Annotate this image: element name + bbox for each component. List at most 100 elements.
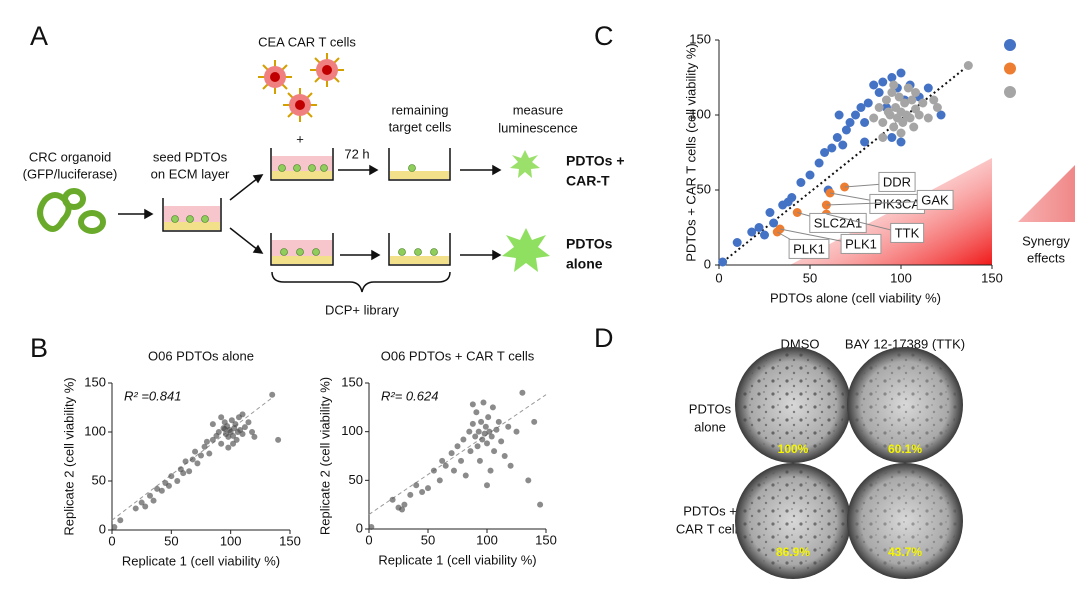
- point: [442, 462, 449, 469]
- point: [472, 433, 479, 440]
- label-box: [878, 171, 916, 192]
- row-label: CAR T cells: [676, 521, 745, 536]
- point-label: GAK: [921, 192, 949, 207]
- point: [484, 440, 490, 447]
- x-tick-label: 150: [981, 270, 1003, 285]
- point: [929, 95, 939, 105]
- chart-title: O06 PDTOs alone: [148, 348, 254, 363]
- point: [425, 485, 431, 492]
- point: [413, 482, 420, 489]
- point: [146, 492, 153, 499]
- point: [769, 218, 779, 228]
- condition: alone: [566, 256, 603, 272]
- point: [814, 158, 824, 168]
- point: [485, 414, 492, 421]
- brace: [271, 271, 451, 293]
- point: [889, 80, 899, 90]
- point: [469, 420, 476, 427]
- label-box: [809, 212, 867, 233]
- point: [239, 411, 246, 418]
- point: [436, 477, 443, 484]
- point: [241, 424, 248, 431]
- point: [832, 133, 842, 142]
- x-tick-label: 50: [421, 532, 435, 547]
- car-t-cells: [258, 53, 344, 122]
- point: [495, 418, 502, 425]
- x-tick-label: 0: [108, 533, 115, 548]
- point: [887, 73, 897, 82]
- x-tick-label: 150: [279, 533, 301, 548]
- point: [909, 122, 919, 132]
- chart-title: O06 PDTOs + CAR T cells: [381, 348, 535, 363]
- point: [419, 489, 426, 496]
- point: [918, 98, 928, 108]
- y-tick-label: 150: [689, 31, 711, 46]
- point: [132, 505, 139, 512]
- y-axis-label: Replicate 2 (cell viability %): [61, 377, 76, 535]
- row-label: alone: [694, 419, 726, 434]
- point: [881, 95, 891, 105]
- label: luminescence: [498, 120, 578, 135]
- point: [209, 436, 216, 443]
- y-tick-label: 100: [84, 423, 106, 438]
- point: [228, 417, 235, 424]
- point: [860, 118, 870, 127]
- images: DMSO BAY 12-17389 (TTK) PDTOs alone PDTO…: [676, 336, 965, 579]
- point: [905, 113, 915, 123]
- x-axis-label: Replicate 1 (cell viability %): [378, 552, 536, 567]
- point: [838, 140, 848, 150]
- well-image: [735, 347, 851, 463]
- point-label: SLC2A1: [814, 215, 862, 230]
- x-tick-label: 100: [890, 270, 912, 285]
- point: [845, 118, 855, 127]
- x-axis-label: Replicate 1 (cell viability %): [122, 553, 280, 568]
- luminescence-small: [510, 150, 540, 178]
- point: [180, 470, 187, 477]
- point: [493, 426, 500, 433]
- point: [275, 436, 282, 443]
- point: [894, 92, 904, 102]
- point: [907, 95, 917, 105]
- label: CEA CAR T cells: [258, 34, 356, 49]
- point: [869, 113, 879, 123]
- point: [796, 178, 806, 187]
- point: [754, 223, 764, 232]
- point: [505, 423, 512, 430]
- point: [498, 438, 505, 445]
- point: [458, 457, 465, 464]
- point: [900, 98, 910, 108]
- point: [805, 170, 815, 180]
- label: target cells: [389, 119, 452, 134]
- column-label: BAY 12-17389 (TTK): [845, 336, 965, 351]
- synergy-label: effects: [1027, 250, 1066, 265]
- point: [454, 443, 461, 450]
- label-box: [788, 238, 830, 259]
- point: [182, 458, 189, 465]
- point: [878, 77, 888, 87]
- label: 72 h: [344, 146, 369, 161]
- x-tick-label: 50: [803, 270, 817, 285]
- point: [488, 433, 495, 440]
- point: [138, 499, 145, 506]
- point: [225, 444, 232, 451]
- point: [233, 436, 240, 443]
- point: [478, 418, 485, 425]
- point: [914, 110, 924, 120]
- point: [174, 478, 181, 484]
- well-image: [847, 347, 963, 463]
- point: [399, 506, 406, 513]
- legend-marker: [1004, 86, 1016, 98]
- x-tick-label: 100: [476, 532, 498, 547]
- point: [765, 208, 775, 217]
- synergy-icon: [1018, 165, 1075, 222]
- point: [860, 137, 870, 147]
- label: CRC organoid: [29, 149, 111, 164]
- row-label: PDTOs: [689, 401, 732, 416]
- organoids: [37, 188, 106, 234]
- y-tick-label: 100: [341, 423, 363, 438]
- point: [486, 428, 493, 435]
- panel-label: A: [30, 21, 48, 51]
- wells: [162, 148, 451, 266]
- point: [863, 98, 873, 108]
- arrows: [118, 164, 502, 261]
